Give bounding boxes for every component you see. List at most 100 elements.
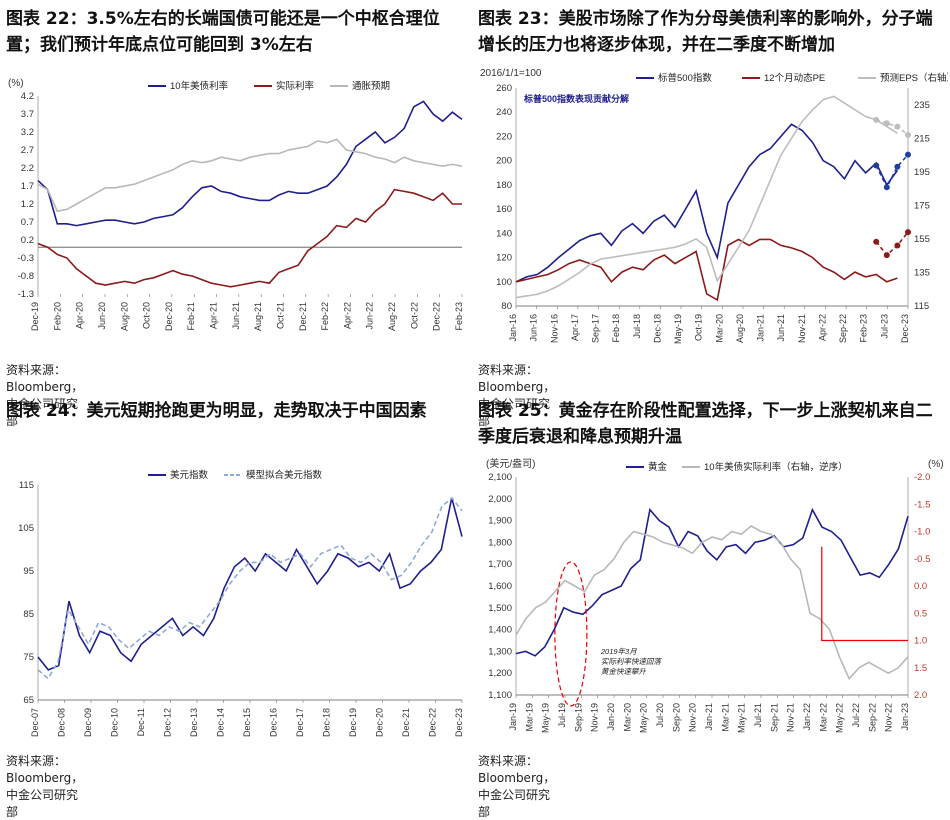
y-tick-label: -0.3 <box>18 253 34 264</box>
y-tick-label: 2.2 <box>21 163 34 174</box>
y2-tick-label: 155 <box>914 234 930 245</box>
chart-title: 图表 25：黄金存在阶段性配置选择，下一步上涨契机来自二季度后衰退和降息预期升温 <box>478 401 933 447</box>
chart-title: 图表 22：3.5%左右的长端国债可能还是一个中枢合理位置；我们预计年底点位可能… <box>6 9 440 55</box>
annotation-text: 2019年3月 <box>600 647 637 656</box>
x-tick-label: Aug-21 <box>253 302 263 331</box>
y2-tick-label: 0.0 <box>914 581 927 592</box>
y-tick-label: 0.7 <box>21 217 34 228</box>
x-tick-label: Nov-19 <box>590 703 600 732</box>
series-line-0 <box>37 497 463 671</box>
y-tick-label: 2.7 <box>21 145 34 156</box>
y-tick-label: 200 <box>496 156 512 167</box>
x-tick-label: Feb-23 <box>454 302 464 331</box>
y-tick-label: 80 <box>501 301 512 312</box>
forecast-point <box>894 123 901 130</box>
y2-tick-label: 135 <box>914 267 930 278</box>
series-line-2 <box>515 95 898 299</box>
forecast-line <box>875 119 909 136</box>
x-tick-label: Dec-19 <box>30 302 40 331</box>
source-note: 资料来源：Bloomberg，中金公司研究部 <box>478 363 556 428</box>
x-tick-label: Sep-19 <box>573 703 583 732</box>
x-tick-label: Dec-18 <box>652 314 662 343</box>
y2-tick-label: 1.0 <box>914 636 927 647</box>
x-tick-label: Sep-21 <box>769 703 779 732</box>
chart-title: 图表 23：美股市场除了作为分母美债利率的影响外，分子端增长的压力也将逐步体现，… <box>478 9 933 55</box>
x-tick-label: Sep-17 <box>591 314 601 343</box>
x-tick-label: Dec-11 <box>136 708 146 736</box>
y-tick-label: 140 <box>496 228 512 239</box>
x-tick-label: Sep-20 <box>671 703 681 732</box>
x-tick-label: Mar-19 <box>524 703 534 732</box>
x-tick-label: Dec-10 <box>110 708 120 737</box>
x-tick-label: Dec-12 <box>163 708 173 737</box>
x-tick-label: Aug-20 <box>119 302 129 331</box>
y-tick-label: 160 <box>496 204 512 215</box>
x-tick-label: Dec-23 <box>900 314 910 343</box>
y-tick-label: 1,500 <box>488 603 512 614</box>
forecast-point <box>873 116 880 123</box>
x-tick-label: Aug-22 <box>387 302 397 331</box>
annotation-text: 黄金快速攀升 <box>601 667 646 676</box>
x-tick-label: Jul-23 <box>879 314 889 339</box>
y-tick-label: 95 <box>23 566 34 577</box>
y-tick-label: 1,600 <box>488 581 512 592</box>
series-line-1 <box>515 525 909 681</box>
x-tick-label: Jan-16 <box>508 314 518 342</box>
chart-fig23: 2016/1/1=100 标普500指数表现贡献分解 260 240 220 200 180… <box>480 68 948 344</box>
y2-tick-label: -1.0 <box>914 527 930 538</box>
y-tick-label: 1,800 <box>488 537 512 548</box>
x-tick-label: Dec-19 <box>348 708 358 737</box>
x-tick-label: Apr-22 <box>342 302 352 329</box>
y-tick-label: 4.2 <box>21 91 34 102</box>
x-tick-label: Oct-21 <box>275 302 285 329</box>
x-tick-label: Oct-19 <box>694 314 704 341</box>
y-tick-label: 3.2 <box>21 127 34 138</box>
x-tick-label: Jan-20 <box>606 703 616 731</box>
x-tick-label: Feb-23 <box>859 314 869 343</box>
x-tick-label: Nov-22 <box>884 703 894 732</box>
legend-label: 黄金 <box>648 461 668 473</box>
legend-label: 12个月动态PE <box>764 72 825 84</box>
y2-unit-label: (%) <box>928 459 944 470</box>
x-tick-label: Jun-22 <box>365 302 375 330</box>
forecast-point <box>894 242 901 249</box>
x-tick-label: Apr-20 <box>75 302 85 329</box>
x-tick-label: Apr-17 <box>570 314 580 341</box>
legend-label: 标普500指数 <box>658 72 712 84</box>
y2-tick-label: 215 <box>914 133 930 144</box>
forecast-point <box>883 184 890 191</box>
legend-label: 美元指数 <box>170 469 209 481</box>
x-tick-label: Mar-20 <box>714 314 724 343</box>
x-tick-label: Dec-20 <box>375 708 385 737</box>
y-tick-label: 260 <box>496 83 512 94</box>
forecast-point <box>873 162 880 169</box>
series-line-1 <box>515 238 898 302</box>
x-tick-label: Jun-21 <box>776 314 786 342</box>
y-tick-label: 1,700 <box>488 559 512 570</box>
x-tick-label: Dec-22 <box>428 708 438 737</box>
x-tick-label: Dec-17 <box>295 708 305 737</box>
y-tick-label: 2,100 <box>488 472 512 483</box>
x-tick-label: Feb-20 <box>52 302 62 331</box>
y-unit-label: (美元/盎司) <box>486 457 535 470</box>
y-tick-label: 1,400 <box>488 625 512 636</box>
x-tick-label: Nov-16 <box>549 314 559 343</box>
y-tick-label: 1.7 <box>21 181 34 192</box>
source-note: 资料来源：Bloomberg，中金公司研究部 <box>6 754 84 819</box>
source-note: 资料来源：Bloomberg，中金公司研究部 <box>478 754 556 819</box>
y2-tick-label: -0.5 <box>914 554 930 565</box>
x-tick-label: Dec-20 <box>164 302 174 331</box>
x-tick-label: May-21 <box>737 703 747 733</box>
x-tick-label: Jan-21 <box>756 314 766 342</box>
x-tick-label: Jan-23 <box>900 703 910 731</box>
x-tick-label: Dec-22 <box>432 302 442 331</box>
x-tick-label: Jan-19 <box>508 703 518 731</box>
y-unit-label: (%) <box>8 78 24 89</box>
chart-fig22: (%) 4.2 3.7 3.2 2.7 2.2 1.7 1.2 0.7 0.2 -0.3 -0.8 -1… <box>8 78 464 331</box>
legend-label: 实际利率 <box>276 80 315 92</box>
y-tick-label: 105 <box>18 523 34 534</box>
forecast-line <box>875 154 909 190</box>
y2-tick-label: 175 <box>914 200 930 211</box>
x-tick-label: Dec-13 <box>189 708 199 737</box>
x-tick-label: Nov-20 <box>688 703 698 732</box>
